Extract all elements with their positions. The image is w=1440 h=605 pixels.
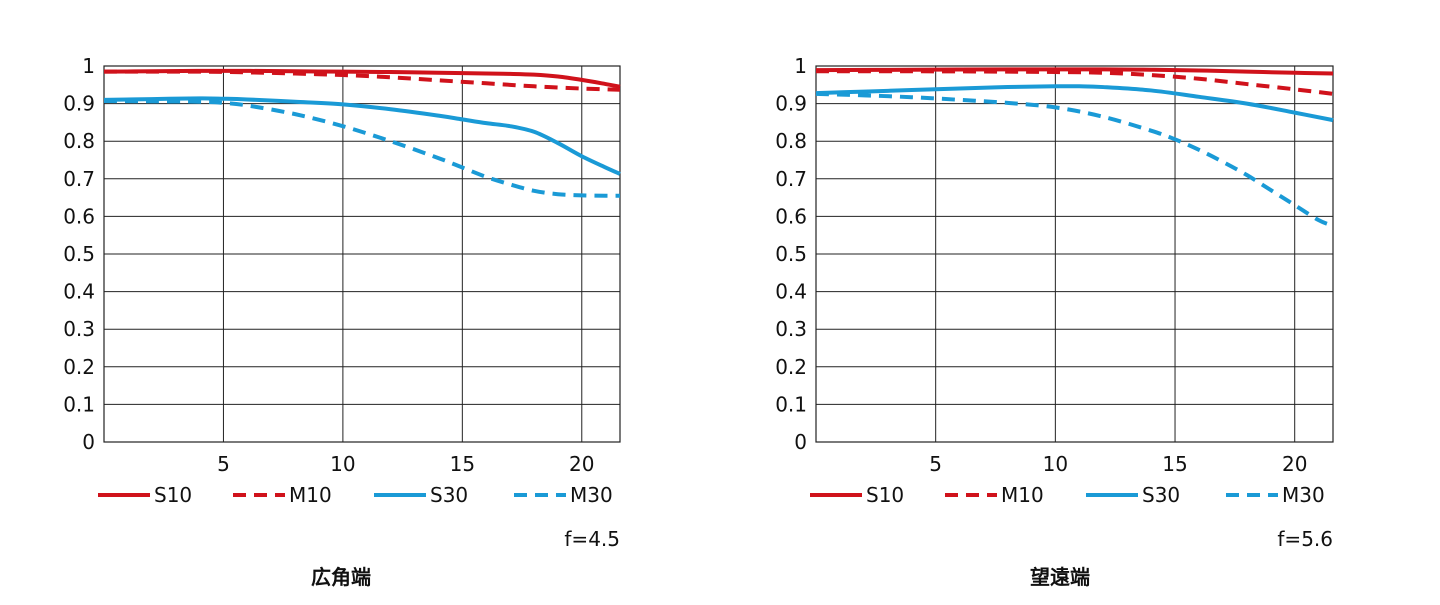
- legend-label-m30: M30: [570, 483, 613, 507]
- y-tick-label: 0.4: [775, 280, 807, 304]
- y-tick-label: 0.3: [775, 317, 807, 341]
- y-tick-label: 0: [794, 430, 807, 454]
- y-tick-label: 0.1: [775, 392, 807, 416]
- y-tick-label: 0.5: [775, 242, 807, 266]
- x-tick-label: 20: [569, 452, 594, 476]
- y-tick-label: 0.6: [775, 204, 807, 228]
- series-line-m30: [815, 91, 1334, 228]
- y-tick-label: 0.5: [63, 242, 95, 266]
- x-tick-label: 15: [450, 452, 475, 476]
- y-tick-label: 0.9: [775, 92, 807, 116]
- series-line-m10: [815, 69, 1334, 96]
- chart-title: 望遠端: [1030, 565, 1090, 589]
- y-tick-label: 0: [82, 430, 95, 454]
- y-tick-label: 0.6: [63, 204, 95, 228]
- series-line-s30: [103, 96, 621, 176]
- plot-frame: [815, 65, 1334, 443]
- y-tick-label: 0.1: [63, 392, 95, 416]
- chart-title: 広角端: [311, 565, 371, 589]
- y-tick-label: 1: [82, 54, 95, 78]
- plot-frame: [103, 65, 621, 443]
- aperture-label: f=5.6: [1277, 527, 1333, 551]
- y-tick-label: 0.7: [775, 167, 807, 191]
- y-tick-label: 0.8: [775, 129, 807, 153]
- y-tick-label: 0.2: [775, 355, 807, 379]
- x-tick-label: 5: [929, 452, 942, 476]
- legend-label-s30: S30: [430, 483, 468, 507]
- legend-label-m10: M10: [1001, 483, 1044, 507]
- legend-label-m30: M30: [1282, 483, 1325, 507]
- x-tick-label: 10: [1043, 452, 1068, 476]
- x-tick-label: 10: [330, 452, 355, 476]
- legend-label-s10: S10: [154, 483, 192, 507]
- legend-label-s10: S10: [866, 483, 904, 507]
- y-tick-label: 0.4: [63, 280, 95, 304]
- y-tick-label: 0.8: [63, 129, 95, 153]
- y-tick-label: 0.7: [63, 167, 95, 191]
- y-tick-label: 0.3: [63, 317, 95, 341]
- x-tick-label: 5: [217, 452, 230, 476]
- series-line-s10: [103, 68, 621, 89]
- y-tick-label: 1: [794, 54, 807, 78]
- legend-label-s30: S30: [1142, 483, 1180, 507]
- x-tick-label: 20: [1282, 452, 1307, 476]
- legend-label-m10: M10: [289, 483, 332, 507]
- x-tick-label: 15: [1162, 452, 1187, 476]
- series-line-s30: [815, 84, 1334, 123]
- y-tick-label: 0.2: [63, 355, 95, 379]
- aperture-label: f=4.5: [564, 527, 620, 551]
- y-tick-label: 0.9: [63, 92, 95, 116]
- series-line-m30: [103, 98, 621, 198]
- series-line-m10: [104, 69, 621, 92]
